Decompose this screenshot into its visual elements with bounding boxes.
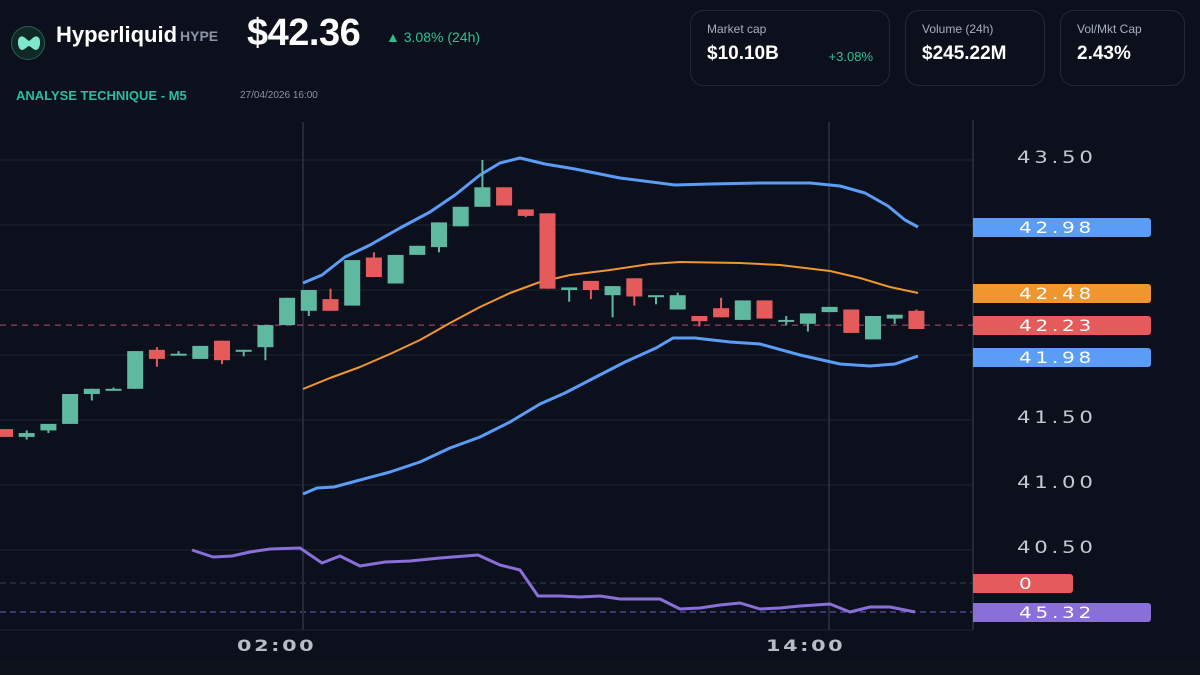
candle	[604, 286, 621, 296]
candle	[409, 245, 426, 255]
bottom-band	[0, 660, 1200, 675]
candle	[0, 429, 13, 437]
current-price: $42.36	[247, 12, 361, 54]
candle	[799, 313, 816, 324]
candle	[626, 278, 643, 297]
hyperliquid-logo-icon	[11, 26, 45, 60]
x-axis-label: 14:00	[766, 636, 846, 655]
candle	[170, 353, 187, 356]
candle	[821, 306, 838, 313]
candle	[365, 257, 382, 277]
price-change-24h: ▲ 3.08% (24h)	[386, 29, 481, 45]
candle	[105, 388, 122, 391]
candle	[778, 319, 795, 322]
rsi-line	[191, 546, 916, 614]
y-axis-label: 41.00	[1017, 473, 1097, 493]
volume-value: $245.22M	[922, 43, 1007, 64]
candle	[83, 388, 100, 394]
market-cap-card: Market cap $10.10B +3.08%	[690, 10, 890, 86]
y-axis-label: 41.50	[1017, 408, 1097, 428]
candle	[561, 287, 578, 290]
candle	[235, 349, 252, 352]
vol-mkt-cap-label: Vol/Mkt Cap	[1077, 22, 1142, 36]
candle	[908, 310, 925, 329]
candle	[886, 314, 903, 319]
header: Hyperliquid HYPE $42.36 ▲ 3.08% (24h) AN…	[0, 0, 1200, 110]
bollinger-bands	[302, 156, 919, 496]
candle	[582, 280, 599, 290]
candle	[62, 394, 79, 424]
candle	[279, 297, 296, 326]
vol-mkt-cap-value: 2.43%	[1077, 43, 1131, 64]
candle	[387, 254, 404, 284]
candle	[214, 340, 230, 361]
candle	[18, 433, 35, 437]
candle	[756, 300, 773, 319]
market-cap-value: $10.10B	[707, 43, 779, 64]
brand-name: Hyperliquid	[56, 22, 178, 47]
candlesticks	[0, 160, 925, 440]
market-cap-delta: +3.08%	[828, 49, 873, 64]
candle	[148, 349, 165, 359]
bb-mid-tag: 42.48	[973, 284, 1151, 303]
candle	[648, 295, 664, 298]
volume-card: Volume (24h) $245.22M	[905, 10, 1045, 86]
last-price-tag: 42.23	[973, 316, 1151, 335]
candle	[344, 260, 361, 306]
rsi-value-tag: 45.32	[973, 603, 1151, 622]
candle	[257, 325, 274, 348]
market-cap-label: Market cap	[707, 22, 767, 36]
candle	[300, 290, 317, 311]
bb-upper-tag: 42.98	[973, 218, 1151, 237]
vol-mkt-cap-card: Vol/Mkt Cap 2.43%	[1060, 10, 1185, 86]
timestamp: 27/04/2026 16:00	[240, 90, 318, 101]
x-axis-label: 02:00	[237, 636, 317, 655]
volume-label: Volume (24h)	[922, 22, 994, 36]
candle	[496, 187, 513, 206]
candle	[669, 295, 686, 310]
rsi-zero-tag: 0	[973, 574, 1073, 593]
candle	[474, 187, 491, 207]
candle	[734, 300, 751, 320]
candle	[517, 209, 534, 216]
candle	[192, 345, 209, 359]
y-axis-label: 40.50	[1017, 538, 1097, 558]
candle	[452, 206, 469, 227]
candle	[431, 222, 447, 248]
section-title: ANALYSE TECHNIQUE - M5	[16, 88, 187, 103]
ticker-symbol: HYPE	[180, 28, 219, 44]
candle	[539, 213, 556, 289]
candle	[127, 351, 144, 389]
y-axis-label: 43.50	[1017, 148, 1097, 168]
candle	[713, 308, 730, 318]
candle	[40, 423, 57, 431]
candle	[843, 309, 860, 333]
bb-lower-tag: 41.98	[973, 348, 1151, 367]
candle	[691, 316, 708, 322]
candle	[322, 299, 339, 311]
candle	[865, 316, 881, 340]
